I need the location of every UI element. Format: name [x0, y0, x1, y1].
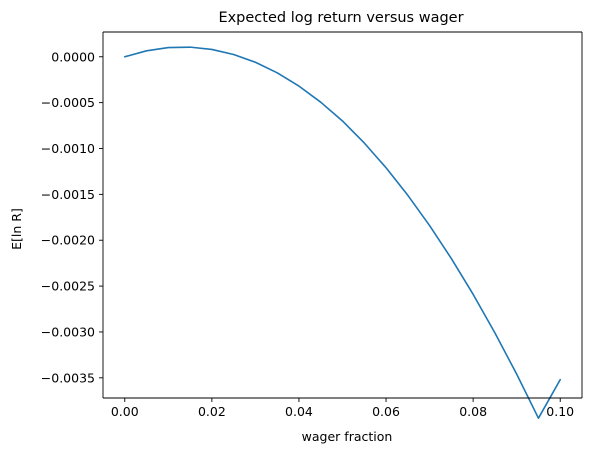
- plot-area: [123, 46, 562, 419]
- x-tick-label: 0.10: [546, 404, 574, 419]
- y-tick-label: 0.0000: [51, 49, 95, 64]
- y-tick-label: −0.0020: [41, 233, 95, 248]
- x-axis-label: wager fraction: [302, 429, 393, 444]
- y-tick-label: −0.0005: [41, 95, 95, 110]
- axes: 0.00 0.02 0.04 0.06 0.08 0.10 0.0000 −0.0005 −0.…: [41, 31, 583, 419]
- x-tick-label: 0.00: [111, 404, 139, 419]
- y-axis-label: E[ln R]: [9, 208, 24, 250]
- chart-title: Expected log return versus wager: [218, 10, 463, 26]
- series-line: [123, 46, 562, 419]
- x-tick-label: 0.04: [285, 404, 313, 419]
- y-tick-label: −0.0015: [41, 187, 95, 202]
- y-tick-label: −0.0010: [41, 141, 95, 156]
- x-tick-label: 0.02: [198, 404, 226, 419]
- x-tick-label: 0.08: [459, 404, 487, 419]
- y-tick-label: −0.0030: [41, 324, 95, 339]
- y-tick-label: −0.0025: [41, 279, 95, 294]
- x-tick-label: 0.06: [372, 404, 400, 419]
- y-tick-label: −0.0035: [41, 370, 95, 385]
